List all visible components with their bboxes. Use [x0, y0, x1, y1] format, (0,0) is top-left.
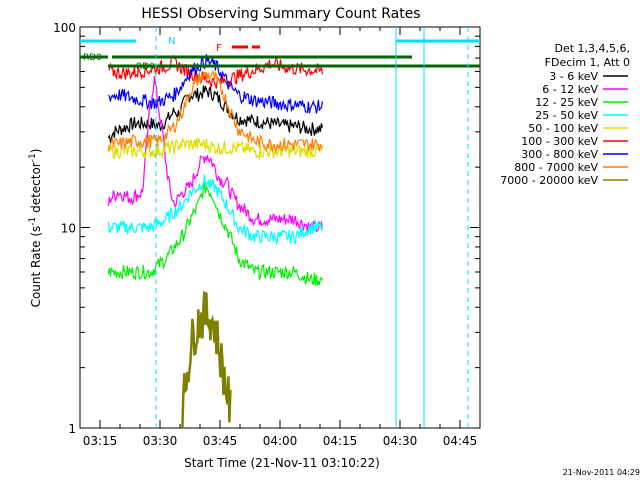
rd0-label-2: RD0 — [136, 62, 155, 72]
legend-header-line1: Det 1,3,4,5,6, — [554, 42, 630, 55]
series-line — [108, 54, 323, 89]
x-tick-label: 03:30 — [143, 434, 178, 448]
x-tick-label: 04:45 — [443, 434, 478, 448]
chart-title: HESSI Observing Summary Count Rates — [141, 6, 420, 22]
legend-label: 12 - 25 keV — [535, 96, 598, 109]
legend-label: 25 - 50 keV — [535, 109, 598, 122]
y-tick-label: 1 — [68, 422, 76, 436]
series-line — [107, 136, 323, 160]
legend-label: 300 - 800 keV — [521, 148, 598, 161]
flare-label: F — [216, 43, 222, 54]
legend-label: 3 - 6 keV — [549, 70, 598, 83]
footer-timestamp: 21-Nov-2011 04:29 — [563, 468, 640, 477]
legend-label: 7000 - 20000 keV — [500, 174, 598, 187]
series-line — [107, 70, 323, 154]
series-line — [107, 182, 323, 286]
legend-header-line2: FDecim 1, Att 0 — [545, 56, 630, 69]
series-line — [181, 291, 232, 429]
legend-label: 6 - 12 keV — [542, 83, 598, 96]
plot-frame — [79, 26, 481, 429]
series-line — [107, 75, 323, 234]
axes: 03:15 03:30 03:45 04:00 04:15 04:30 04:45 1 10 10… — [53, 21, 481, 448]
x-tick-label: 04:15 — [323, 434, 358, 448]
series-layer — [107, 54, 323, 429]
series-line — [107, 85, 323, 144]
night-label: N — [168, 36, 175, 47]
x-tick-label: 04:00 — [263, 434, 298, 448]
y-tick-label: 10 — [61, 222, 76, 236]
y-axis-label: Count Rate (s-1 detector-1) — [28, 149, 43, 308]
x-tick-label: 04:30 — [383, 434, 418, 448]
legend-label: 800 - 7000 keV — [514, 161, 598, 174]
rd0-label-1: RD0 — [83, 53, 102, 63]
overlay-layer: N F RD0 RD0 — [80, 27, 480, 428]
x-tick-label: 03:45 — [203, 434, 238, 448]
x-tick-label: 03:15 — [83, 434, 118, 448]
series-line — [107, 174, 323, 246]
legend-label: 100 - 300 keV — [521, 135, 598, 148]
series-line — [107, 54, 323, 114]
x-axis-label: Start Time (21-Nov-11 03:10:22) — [184, 456, 380, 470]
legend-label: 50 - 100 keV — [528, 122, 598, 135]
y-tick-label: 100 — [53, 21, 76, 35]
